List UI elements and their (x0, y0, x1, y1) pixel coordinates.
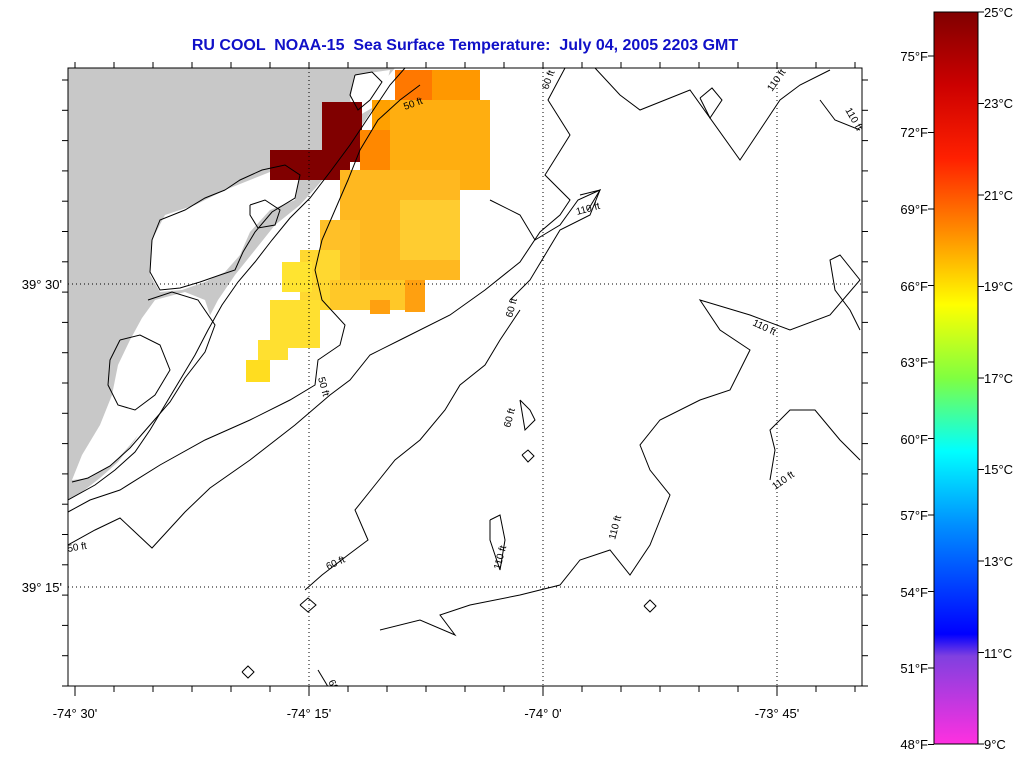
x-tick-label: -74° 0' (524, 706, 561, 721)
coastline (349, 71, 383, 111)
celsius-label: 13°C (984, 554, 1013, 569)
coastline (249, 199, 281, 229)
fahrenheit-label: 51°F (900, 661, 928, 676)
celsius-label: 21°C (984, 188, 1013, 203)
celsius-label: 9°C (984, 737, 1006, 752)
y-axis-labels: 39° 30' 39° 15' (22, 277, 62, 595)
coastal-bay (150, 172, 300, 292)
contour-label: 60 ft (504, 297, 520, 319)
colorbar (933, 11, 979, 745)
contour-label: 50 ft (315, 376, 331, 398)
fahrenheit-label: 60°F (900, 432, 928, 447)
coastline (149, 164, 301, 291)
coastline (107, 334, 171, 411)
map-title: RU COOL NOAA-15 Sea Surface Temperature:… (191, 37, 739, 54)
celsius-label: 15°C (984, 462, 1013, 477)
celsius-label: 25°C (984, 5, 1013, 20)
fahrenheit-label: 75°F (900, 49, 928, 64)
frame-ticks (62, 62, 868, 696)
x-tick-label: -74° 15' (287, 706, 332, 721)
fahrenheit-label: 63°F (900, 355, 928, 370)
fahrenheit-label: 57°F (900, 508, 928, 523)
celsius-label: 19°C (984, 279, 1013, 294)
x-tick-label: -74° 30' (53, 706, 98, 721)
colorbar-celsius-labels: 25°C 23°C 21°C 19°C 17°C 15°C 13°C 11°C … (984, 5, 1013, 752)
bathymetry-contours (68, 68, 861, 686)
colorbar-fahrenheit-labels: 75°F 72°F 69°F 66°F 63°F 60°F 57°F 54°F … (900, 49, 928, 752)
fahrenheit-label: 48°F (900, 737, 928, 752)
coastline (68, 68, 406, 501)
contour-label: 60 ft (325, 678, 344, 701)
y-tick-label: 39° 30' (22, 277, 62, 292)
coastal-bay (72, 292, 215, 480)
celsius-label: 11°C (984, 646, 1012, 661)
sst-cells (246, 70, 490, 382)
x-tick-label: -73° 45' (755, 706, 800, 721)
y-tick-label: 39° 15' (22, 580, 62, 595)
contour-labels: 50 ft 50 ft 50 ft 60 ft 60 ft 60 ft 60 f… (67, 68, 862, 701)
colorbar-ticks (928, 11, 984, 745)
celsius-label: 17°C (984, 371, 1013, 386)
fahrenheit-label: 69°F (900, 202, 928, 217)
fahrenheit-label: 66°F (900, 279, 928, 294)
x-axis-labels: -74° 30' -74° 15' -74° 0' -73° 45' (53, 706, 800, 721)
grid-lines (68, 68, 862, 686)
contour-label: 50 ft (67, 541, 88, 555)
contour-label: 60 ft (502, 407, 518, 429)
coastline (71, 291, 216, 483)
fahrenheit-label: 72°F (900, 125, 928, 140)
fahrenheit-label: 54°F (900, 585, 928, 600)
celsius-label: 23°C (984, 96, 1013, 111)
